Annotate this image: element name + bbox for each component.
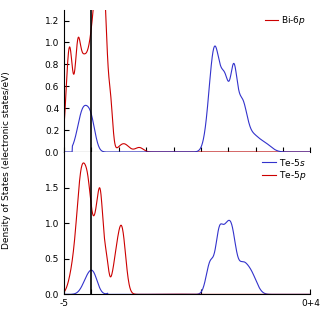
Te-5$p$ <box>62 290 66 294</box>
Te-5$p$ <box>87 187 91 190</box>
Bi-6$p$ <box>254 150 258 154</box>
Te-5$p$ <box>232 292 236 296</box>
Line: Bi-6$p$: Bi-6$p$ <box>64 0 310 152</box>
Bi-6$p$ <box>232 150 236 154</box>
Line: Te-5$p$: Te-5$p$ <box>64 163 310 294</box>
Te-5$s$ <box>171 292 175 296</box>
Bi-6$p$ <box>171 150 175 154</box>
Te-5$p$ <box>254 292 258 296</box>
Te-5$s$ <box>259 289 263 292</box>
Te-5$p$ <box>259 292 263 296</box>
Te-5$p$ <box>82 161 85 165</box>
Bi-6$p$ <box>87 42 91 45</box>
Te-5$s$ <box>308 292 312 296</box>
Te-5$s$ <box>62 292 66 296</box>
Te-5$p$ <box>171 292 175 296</box>
Te-5$s$ <box>255 280 259 284</box>
Line: Te-5$s$: Te-5$s$ <box>64 220 310 294</box>
Legend: Te-5$s$, Te-5$p$: Te-5$s$, Te-5$p$ <box>262 156 306 182</box>
Bi-6$p$ <box>259 150 263 154</box>
Te-5$s$ <box>162 292 166 296</box>
Te-5$p$ <box>162 292 166 296</box>
Bi-6$p$ <box>308 150 312 154</box>
Legend: Bi-6$p$: Bi-6$p$ <box>265 14 306 27</box>
Bi-6$p$ <box>162 150 166 154</box>
Te-5$p$ <box>308 292 312 296</box>
Te-5$s$ <box>227 219 231 222</box>
Te-5$s$ <box>232 232 236 236</box>
Te-5$s$ <box>162 292 165 296</box>
Bi-6$p$ <box>62 124 66 128</box>
Text: Density of States (electronic states/eV): Density of States (electronic states/eV) <box>2 71 11 249</box>
Te-5$s$ <box>87 270 91 274</box>
